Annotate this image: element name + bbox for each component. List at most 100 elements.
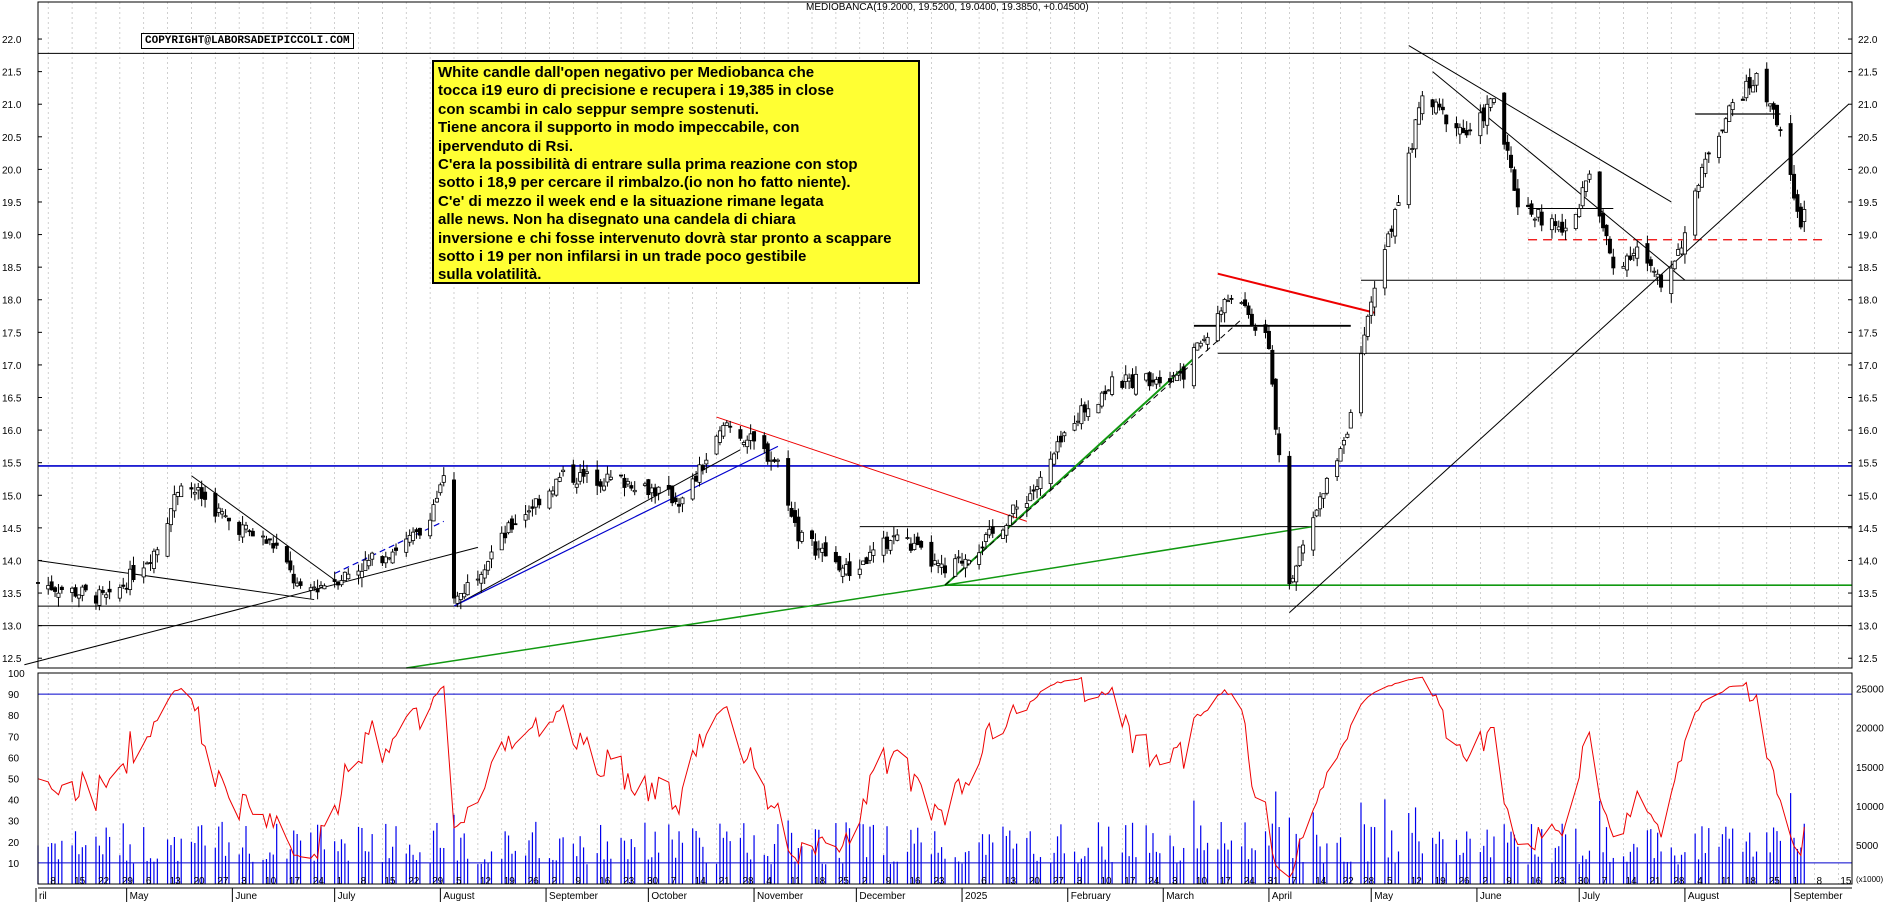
- candle-body: [1174, 374, 1179, 382]
- candle-body: [1277, 433, 1282, 456]
- x-day-tick-label: 7: [1602, 876, 1608, 887]
- candle-body: [792, 510, 797, 523]
- x-day-tick-label: 28: [742, 876, 754, 887]
- candle-body: [107, 588, 112, 593]
- candle-body: [1028, 493, 1033, 502]
- price-y-tick-label-left: 16.0: [2, 426, 22, 437]
- candle-body: [721, 425, 726, 437]
- candle-body: [745, 439, 750, 448]
- candle-body: [738, 429, 743, 439]
- candle-body: [70, 587, 75, 593]
- candle-body: [929, 541, 934, 567]
- candle-body: [867, 551, 872, 561]
- candle-body: [1652, 270, 1657, 273]
- candle-body: [261, 535, 266, 538]
- candle-body: [332, 579, 337, 582]
- candle-body: [837, 556, 842, 571]
- candle-body: [752, 431, 757, 442]
- candle-body: [155, 549, 160, 556]
- candle-body: [619, 474, 624, 477]
- x-day-tick-label: 15: [1840, 876, 1852, 887]
- candle-body: [1795, 194, 1800, 212]
- x-month-label: June: [1480, 891, 1502, 902]
- candle-body: [1311, 517, 1316, 551]
- x-day-tick-label: 1: [337, 876, 343, 887]
- candle-body: [905, 537, 910, 539]
- candle-body: [458, 593, 463, 600]
- x-day-tick-label: 5: [456, 876, 462, 887]
- candle-body: [1362, 334, 1367, 355]
- price-y-tick-label-right: 20.0: [1858, 165, 1878, 176]
- candle-body: [237, 521, 242, 535]
- x-day-tick-label: 19: [1435, 876, 1447, 887]
- price-y-tick-label-right: 17.0: [1858, 361, 1878, 372]
- rsi-y-tick-label: 60: [8, 753, 20, 764]
- candle-body: [864, 557, 869, 565]
- copyright-label: COPYRIGHT@LABORSADEIPICCOLI.COM: [141, 33, 354, 49]
- candle-body: [1696, 184, 1701, 192]
- x-day-tick-label: 7: [671, 876, 677, 887]
- candle-body: [574, 483, 579, 488]
- candle-body: [274, 542, 279, 546]
- candle-body: [1699, 167, 1704, 188]
- candle-body: [1560, 221, 1565, 233]
- candle-body: [1444, 114, 1449, 125]
- candle-body: [226, 517, 231, 522]
- candle-body: [1144, 373, 1149, 381]
- note-line: C'e' di mezzo il week end e la situazion…: [438, 192, 824, 210]
- candle-body: [1454, 123, 1459, 129]
- candle-body: [339, 580, 344, 586]
- price-y-tick-label-left: 21.5: [2, 68, 22, 79]
- candle-body: [1556, 226, 1561, 231]
- x-day-tick-label: 23: [933, 876, 945, 887]
- candle-body: [76, 594, 81, 599]
- x-month-label: October: [651, 891, 687, 902]
- candle-body: [1110, 376, 1115, 395]
- x-day-tick-label: 4: [766, 876, 772, 887]
- candle-body: [1266, 330, 1271, 350]
- x-month-label: July: [338, 891, 356, 902]
- candle-body: [1103, 390, 1108, 395]
- candle-body: [625, 480, 630, 485]
- x-month-label: May: [130, 891, 149, 902]
- candle-body: [223, 515, 228, 518]
- price-y-tick-label-right: 13.5: [1858, 589, 1878, 600]
- x-month-label: ril: [39, 891, 47, 902]
- price-y-tick-label-left: 20.5: [2, 133, 22, 144]
- x-day-tick-label: 30: [1578, 876, 1590, 887]
- candle-body: [820, 547, 825, 553]
- price-y-tick-label-right: 14.0: [1858, 556, 1878, 567]
- x-day-tick-label: 22: [408, 876, 420, 887]
- candle-body: [840, 567, 845, 577]
- candle-body: [680, 497, 685, 505]
- candle-body: [1348, 412, 1353, 429]
- candle-body: [1532, 218, 1537, 221]
- x-day-tick-label: 24: [1148, 876, 1160, 887]
- rsi-y-tick-label: 90: [8, 690, 20, 701]
- trendline: [191, 475, 335, 581]
- candle-body: [1580, 187, 1585, 207]
- candle-body: [363, 559, 368, 571]
- candle-body: [203, 491, 208, 500]
- price-y-tick-label-left: 15.0: [2, 491, 22, 502]
- candle-body: [646, 479, 651, 496]
- candle-body: [165, 523, 170, 557]
- x-day-tick-label: 26: [1458, 876, 1470, 887]
- candle-body: [1771, 103, 1776, 110]
- candle-body: [179, 485, 184, 498]
- candle-body: [247, 530, 252, 533]
- x-day-tick-label: 29: [432, 876, 444, 887]
- chart-grid: [47, 2, 1839, 884]
- candle-body: [342, 571, 347, 581]
- candle-body: [622, 477, 627, 488]
- candle-body: [1324, 477, 1329, 494]
- candle-body: [769, 459, 774, 462]
- x-day-tick-label: 16: [909, 876, 921, 887]
- rsi-line: [37, 676, 1805, 879]
- candle-body: [1720, 129, 1725, 132]
- candle-body: [1740, 98, 1745, 101]
- x-day-tick-label: 23: [1554, 876, 1566, 887]
- candle-body: [192, 491, 197, 495]
- x-day-tick-label: 9: [1506, 876, 1512, 887]
